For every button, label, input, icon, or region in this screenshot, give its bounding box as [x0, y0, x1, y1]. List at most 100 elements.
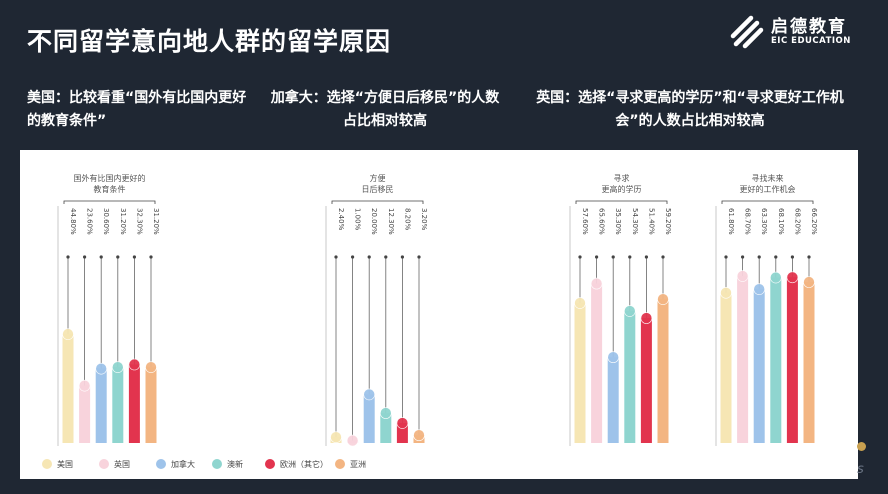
- value-label: 30.60%: [102, 208, 110, 235]
- stem-dot: [774, 255, 778, 259]
- value-label: 59.20%: [664, 208, 672, 235]
- bar: [79, 385, 91, 443]
- eic-logo-icon: [730, 15, 764, 49]
- stem-dot: [83, 255, 87, 259]
- group-title: 更高的学历: [602, 184, 642, 194]
- bar: [591, 283, 603, 443]
- value-label: 57.60%: [581, 208, 589, 235]
- bar: [396, 423, 408, 443]
- bar-cap: [95, 362, 107, 375]
- value-label: 61.80%: [727, 208, 735, 235]
- group-bracket: [575, 200, 668, 204]
- group-bracket: [63, 200, 156, 204]
- legend-swatch: [156, 459, 166, 469]
- stem-dot: [334, 255, 338, 259]
- group-bracket: [331, 200, 424, 204]
- bar-cap: [346, 434, 359, 447]
- bar-cap: [623, 305, 636, 317]
- group-title: 国外有比国内更好的: [74, 173, 146, 183]
- bar-cap: [128, 358, 141, 371]
- decor-dot: [857, 442, 866, 451]
- group-title: 日后移民: [362, 184, 394, 194]
- bar: [95, 368, 107, 443]
- headline-uk: 英国：选择“寻求更高的学历”和“寻求更好工作机会”的人数占比相对较高: [536, 90, 844, 129]
- bar-cap: [736, 270, 749, 282]
- bar-cap: [786, 271, 799, 284]
- stem-dot: [661, 255, 665, 259]
- bar: [770, 277, 782, 443]
- bar: [803, 282, 815, 443]
- stem-dot: [757, 255, 761, 259]
- stem-dot: [99, 255, 103, 259]
- group-title: 教育条件: [94, 184, 126, 194]
- value-label: 23.60%: [86, 208, 94, 235]
- bar: [574, 303, 586, 443]
- stem-dot: [595, 255, 599, 259]
- legend-swatch: [42, 459, 52, 469]
- legend-swatch: [212, 459, 222, 469]
- value-label: 68.70%: [744, 208, 752, 235]
- legend-swatch: [335, 459, 345, 469]
- legend-label: 澳新: [227, 459, 243, 469]
- value-label: 68.10%: [777, 208, 785, 235]
- group-title: 寻找未来: [752, 173, 784, 183]
- value-label: 20.00%: [370, 208, 378, 235]
- bar: [786, 277, 798, 443]
- bar: [145, 367, 157, 443]
- value-label: 66.20%: [810, 208, 818, 235]
- legend-label: 美国: [57, 459, 73, 469]
- logo-text-cn: 启德教育: [771, 17, 847, 37]
- legend-label: 英国: [114, 459, 130, 469]
- group-title: 方便: [370, 173, 386, 183]
- bar-cap: [803, 276, 815, 288]
- bar-cap: [396, 417, 409, 429]
- value-label: 2.40%: [337, 208, 345, 231]
- legend-swatch: [99, 459, 109, 469]
- stem-dot: [807, 255, 811, 259]
- bar-cap: [720, 287, 732, 299]
- bar-cap: [62, 328, 74, 340]
- value-label: 3.20%: [420, 208, 428, 231]
- value-label: 65.60%: [598, 208, 606, 235]
- value-label: 31.20%: [119, 208, 127, 235]
- stem-dot: [790, 255, 795, 259]
- stem-dot: [628, 255, 632, 259]
- headline-canada: 加拿大：选择“方便日后移民”的人数占比相对较高: [270, 90, 500, 129]
- legend-label: 亚洲: [350, 460, 366, 469]
- bar: [112, 367, 124, 443]
- bar: [380, 413, 392, 443]
- stem-dot: [644, 255, 649, 259]
- bar-cap: [640, 312, 653, 324]
- legend-label: 加拿大: [171, 459, 195, 469]
- stem-dot: [384, 255, 388, 259]
- value-label: 51.40%: [647, 208, 655, 235]
- bar-cap: [769, 271, 782, 284]
- bar-cap: [363, 388, 376, 401]
- bar-cap: [379, 407, 392, 419]
- group-title: 更好的工作机会: [740, 184, 796, 194]
- chart-panel: 国外有比国内更好的 教育条件 44.80% 23.60% 30.60% 31.20% 32.…: [20, 150, 858, 479]
- group-title: 寻求: [614, 173, 630, 183]
- value-label: 12.30%: [387, 208, 395, 235]
- bar: [753, 289, 765, 443]
- bar: [128, 364, 140, 443]
- brand-logo: 启德教育 EIC EDUCATION: [727, 10, 862, 50]
- bar: [607, 357, 619, 443]
- stem-dot: [116, 255, 120, 259]
- value-label: 63.30%: [760, 208, 768, 235]
- bar-cap: [78, 379, 91, 392]
- stem-dot: [578, 255, 582, 259]
- bar: [363, 394, 375, 443]
- group-bracket: [721, 200, 814, 204]
- page-title: 不同留学意向地人群的留学原因: [27, 27, 392, 56]
- logo-text-en: EIC EDUCATION: [771, 36, 851, 46]
- value-label: 1.00%: [354, 208, 362, 231]
- bar-cap: [413, 429, 425, 442]
- decor-letter: s: [857, 462, 864, 477]
- bar: [640, 318, 652, 443]
- stem-dot: [149, 255, 153, 259]
- bar-cap: [590, 277, 603, 290]
- stem-dot: [132, 255, 136, 259]
- reason-bar-chart: 国外有比国内更好的教育条件 44.80% 23.60% 30.60% 31.20% 32.…: [42, 173, 818, 469]
- stem-dot: [611, 255, 615, 259]
